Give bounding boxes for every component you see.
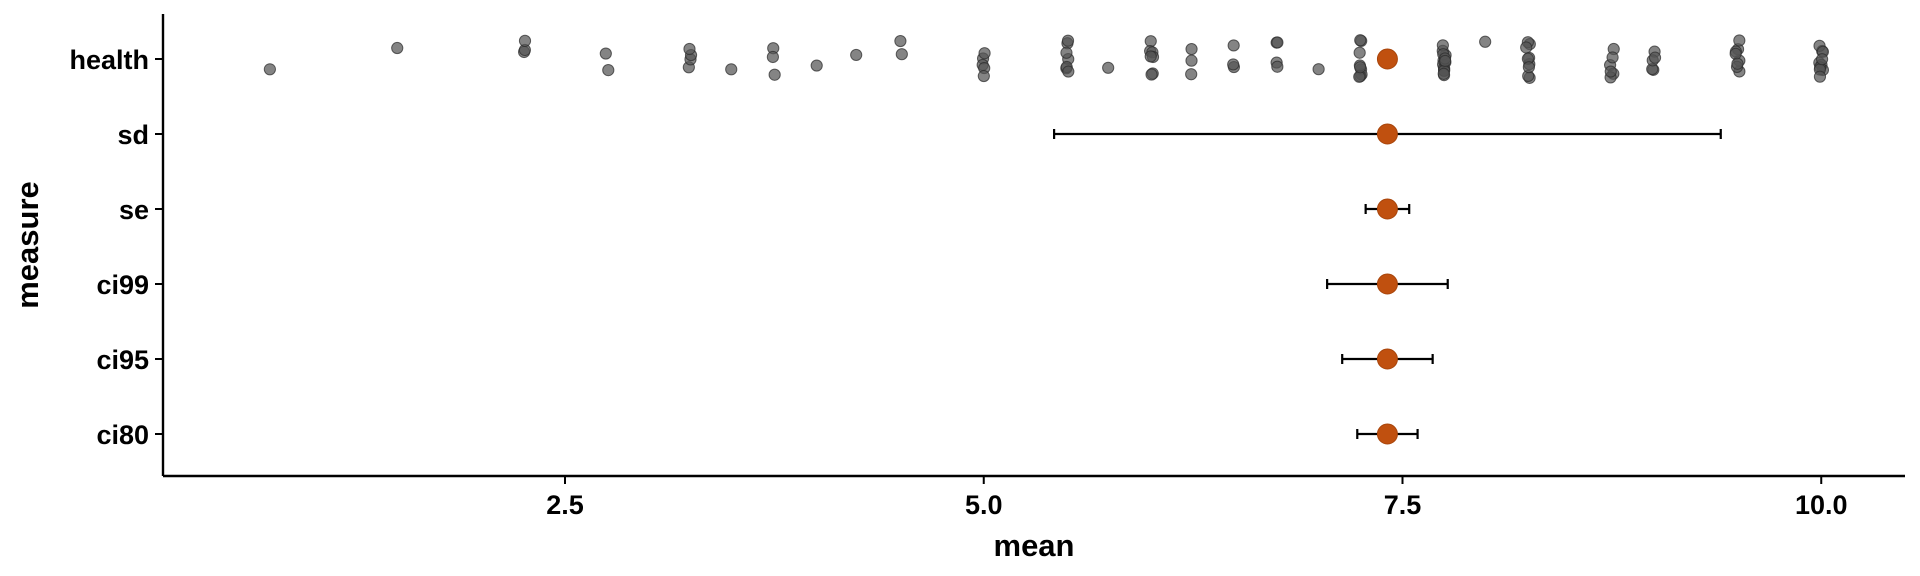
raw-point-12	[768, 68, 781, 81]
raw-point-71	[1437, 67, 1450, 80]
raw-point-10	[683, 42, 696, 56]
x-axis-title: mean	[994, 528, 1075, 563]
y-tick-label-ci80: ci80	[96, 420, 149, 450]
raw-point-88	[1606, 51, 1619, 64]
raw-point-18	[894, 34, 907, 48]
mean-point-ci95	[1376, 348, 1398, 370]
raw-point-55	[1354, 34, 1367, 47]
raw-point-97	[1733, 34, 1746, 47]
axes-layer: 2.5 5.0 7.5 10.0 health sd se ci99 ci95 ci80	[69, 14, 1905, 520]
x-tick-label-10-0: 10.0	[1795, 490, 1848, 520]
mean-point-ci80	[1376, 423, 1398, 445]
raw-point-39	[1185, 54, 1198, 67]
raw-point-49	[1312, 63, 1325, 76]
mean-point-sd	[1376, 123, 1398, 145]
raw-point-27	[1060, 46, 1073, 59]
raw-point-58	[1354, 61, 1367, 74]
raw-point-30	[1061, 34, 1075, 47]
y-tick-label-se: se	[119, 195, 149, 225]
raw-point-44	[1227, 58, 1240, 71]
raw-point-93	[1648, 51, 1662, 64]
raw-point-99	[1729, 47, 1742, 60]
summary-points-layer	[1376, 48, 1398, 445]
mean-point-ci99	[1376, 273, 1398, 295]
raw-point-72	[1439, 54, 1452, 68]
raw-point-31	[1102, 61, 1115, 74]
x-tick-label-2-5: 2.5	[546, 490, 584, 520]
y-axis-title: measure	[10, 181, 45, 309]
raw-point-11	[725, 63, 738, 76]
raw-point-73	[1479, 35, 1492, 48]
y-tick-label-sd: sd	[117, 120, 149, 150]
raw-points-layer	[263, 34, 1830, 84]
raw-point-17	[895, 48, 908, 61]
raw-point-47	[1271, 60, 1284, 73]
y-tick-label-health: health	[69, 45, 149, 75]
raw-point-40	[1185, 68, 1198, 81]
raw-point-87	[1604, 65, 1617, 78]
raw-point-15	[810, 59, 823, 72]
raw-point-29	[1062, 65, 1075, 78]
raw-point-37	[1144, 50, 1157, 63]
raw-point-20	[978, 47, 991, 60]
raw-point-111	[1815, 53, 1829, 66]
raw-point-14	[766, 50, 779, 64]
raw-point-0	[263, 63, 276, 76]
raw-point-16	[850, 48, 863, 62]
mean-point-se	[1376, 198, 1398, 220]
mean-point-health	[1376, 48, 1398, 70]
raw-point-1	[391, 41, 404, 55]
raw-point-101	[1731, 57, 1744, 70]
raw-point-79	[1520, 41, 1533, 54]
y-tick-label-ci95: ci95	[96, 345, 149, 375]
x-tick-label-5-0: 5.0	[965, 490, 1003, 520]
raw-point-5	[602, 64, 615, 77]
raw-point-48	[1271, 36, 1284, 49]
raw-point-6	[599, 47, 612, 60]
raw-point-42	[1227, 39, 1240, 52]
raw-point-4	[518, 34, 532, 47]
raw-point-56	[1353, 46, 1366, 59]
raw-point-82	[1522, 61, 1535, 74]
raw-point-38	[1145, 68, 1158, 81]
raw-point-41	[1185, 42, 1198, 56]
x-tick-label-7-5: 7.5	[1384, 490, 1422, 520]
raw-point-109	[1813, 70, 1827, 83]
y-tick-label-ci99: ci99	[96, 270, 149, 300]
raw-point-23	[977, 69, 990, 83]
